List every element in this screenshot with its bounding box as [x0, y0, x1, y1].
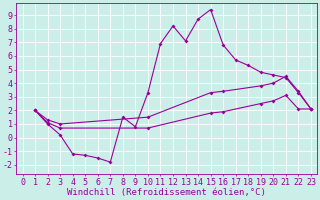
X-axis label: Windchill (Refroidissement éolien,°C): Windchill (Refroidissement éolien,°C): [67, 188, 266, 197]
